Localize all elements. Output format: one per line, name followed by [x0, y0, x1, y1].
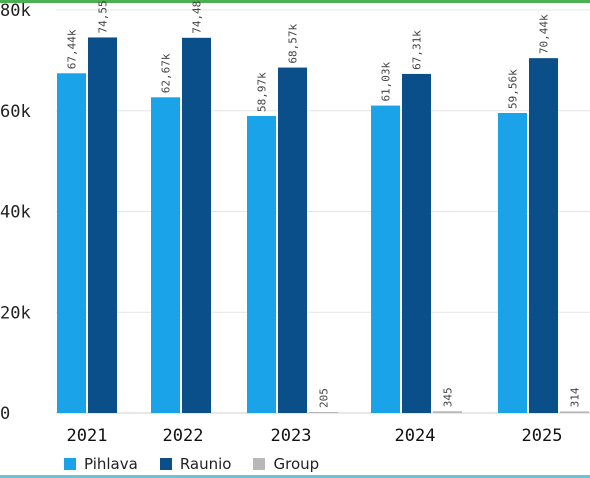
y-tick-label: 0 [0, 404, 10, 424]
x-tick-label: 2025 [522, 426, 563, 446]
bar-raunio-2022 [182, 37, 211, 413]
x-tick-label: 2021 [67, 426, 108, 446]
legend-swatch [159, 458, 172, 470]
bar-pihlava-2021 [57, 73, 86, 414]
bar-raunio-2025 [529, 58, 558, 413]
bar-raunio-2023 [278, 67, 307, 414]
data-label: 205 [318, 388, 331, 408]
data-label: 59,56k [507, 69, 520, 109]
legend-item-group: Group [253, 455, 319, 473]
legend-swatch [64, 458, 76, 470]
bar-raunio-2024 [402, 73, 431, 413]
bar-group-2023 [309, 411, 338, 413]
data-label: 74,48k [191, 0, 204, 34]
data-label: 61,03k [380, 61, 393, 101]
legend-item-raunio: Raunio [159, 455, 232, 473]
bar-group-2024 [433, 411, 462, 413]
bar-pihlava-2023 [247, 115, 276, 413]
legend-swatch [253, 458, 266, 470]
bar-pihlava-2022 [151, 97, 180, 414]
data-label: 70,44k [538, 14, 551, 54]
bottom-border [0, 475, 590, 478]
y-tick-label: 80k [0, 1, 31, 21]
x-tick-label: 2022 [163, 426, 204, 446]
bar-raunio-2021 [88, 37, 117, 413]
legend-label: Group [273, 455, 320, 473]
data-label: 58,97k [256, 72, 269, 112]
data-label: 74,55k [97, 0, 110, 33]
x-tick-label: 2024 [395, 426, 436, 446]
y-tick-label: 40k [0, 203, 31, 223]
data-label: 68,57k [287, 23, 300, 63]
data-label: 314 [569, 387, 582, 407]
data-label: 345 [442, 387, 455, 407]
x-tick-label: 2023 [271, 426, 312, 446]
y-tick-label: 20k [0, 303, 31, 323]
bar-group-2025 [560, 411, 589, 413]
legend-item-pihlava: Pihlava [64, 455, 138, 473]
bar-pihlava-2024 [371, 105, 400, 414]
legend: Pihlava Raunio Group [64, 455, 319, 473]
top-border [0, 0, 590, 3]
bar-pihlava-2025 [498, 112, 527, 414]
y-tick-label: 60k [0, 102, 31, 122]
data-label: 67,31k [411, 30, 424, 70]
data-label: 67,44k [66, 29, 79, 69]
legend-label: Pihlava [84, 455, 138, 473]
data-label: 62,67k [160, 53, 173, 93]
legend-label: Raunio [179, 455, 232, 473]
